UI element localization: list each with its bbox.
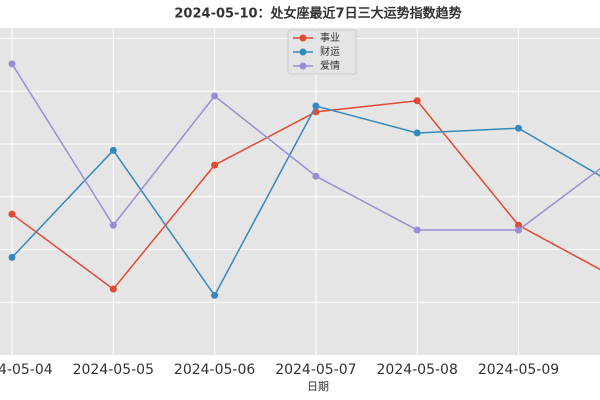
data-point <box>413 226 421 234</box>
data-point <box>211 161 219 169</box>
data-point <box>211 291 219 299</box>
data-point <box>8 253 16 261</box>
data-point <box>515 226 522 234</box>
x-tick-label: 2024-05-09 <box>478 362 559 378</box>
legend-label: 爱情 <box>320 59 340 72</box>
legend-marker <box>299 62 307 70</box>
chart-title: 2024-05-10：处女座最近7日三大运势指数趋势 <box>174 6 461 22</box>
plot-area <box>0 28 600 355</box>
data-point <box>312 172 320 180</box>
data-point <box>413 129 421 137</box>
legend-label: 财运 <box>320 45 340 58</box>
x-tick-label: 2024-05-04 <box>0 362 53 378</box>
legend-label: 事业 <box>320 31 340 44</box>
data-point <box>109 285 117 293</box>
data-point <box>8 60 16 68</box>
data-point <box>109 146 117 154</box>
legend-marker <box>299 48 307 56</box>
data-point <box>413 97 421 105</box>
x-tick-label: 2024-05-05 <box>73 362 154 378</box>
x-tick-label: 2024-05-07 <box>275 362 356 378</box>
x-axis-label: 日期 <box>307 380 329 393</box>
data-point <box>211 92 219 100</box>
data-point <box>515 124 522 132</box>
legend-marker <box>299 34 307 42</box>
data-point <box>8 210 16 218</box>
x-tick-label: 2024-05-06 <box>174 362 255 378</box>
x-tick-label: 2024-05-08 <box>377 362 458 378</box>
data-point <box>312 102 320 110</box>
legend-box <box>287 29 357 75</box>
data-point <box>109 221 117 229</box>
